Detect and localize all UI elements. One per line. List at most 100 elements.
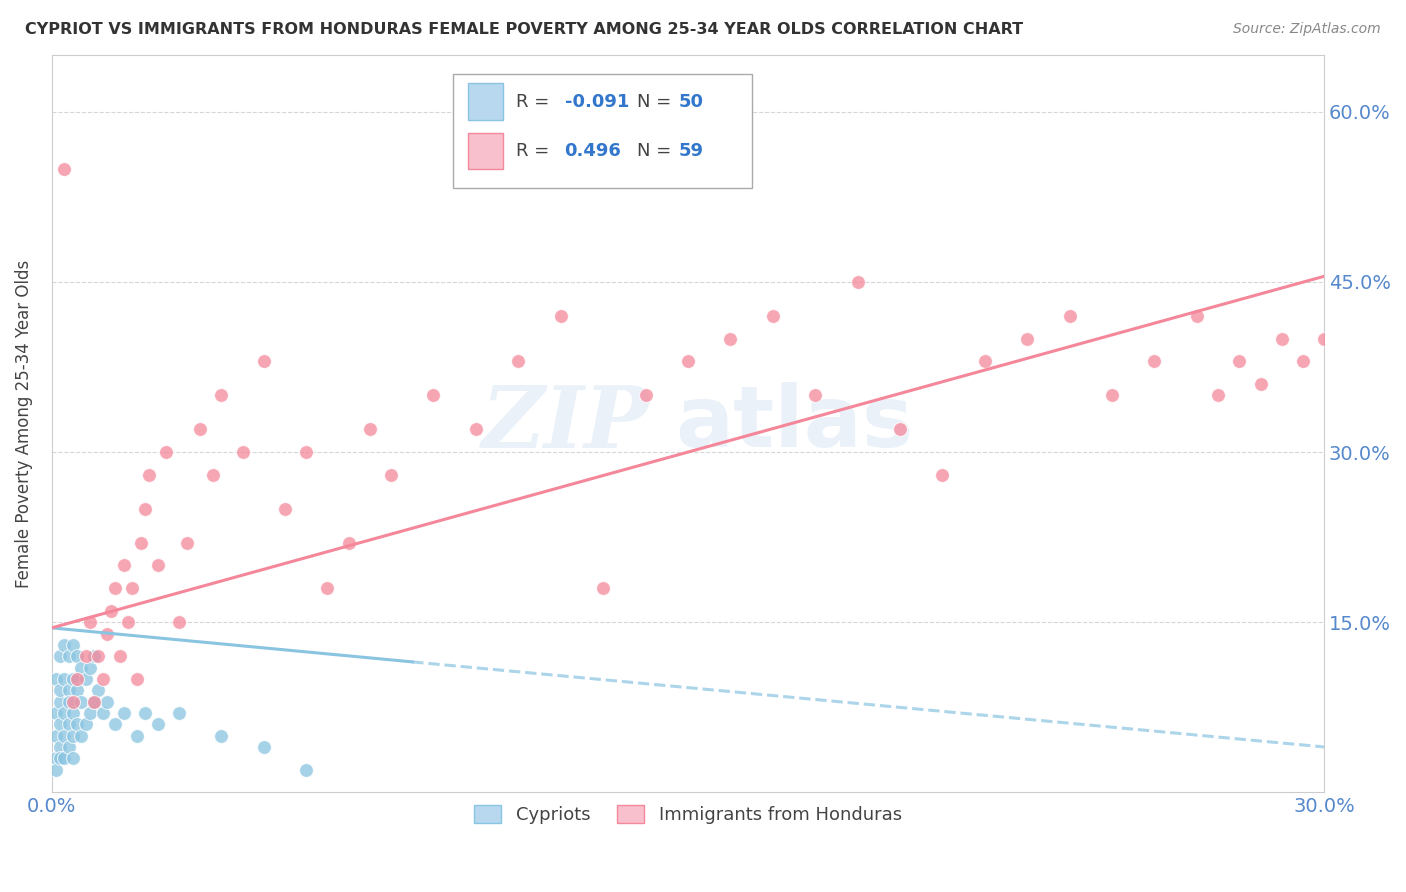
Point <box>846 275 869 289</box>
Point <box>70 695 93 709</box>
Point <box>66 649 89 664</box>
Point <box>75 717 97 731</box>
Point <box>83 695 105 709</box>
Point <box>58 683 80 698</box>
Point <box>1250 377 1272 392</box>
Point <box>464 422 486 436</box>
Point <box>91 706 114 720</box>
Point <box>134 706 156 720</box>
Point <box>104 581 127 595</box>
Point <box>201 467 224 482</box>
Point <box>53 729 76 743</box>
Point <box>676 354 699 368</box>
Legend: Cypriots, Immigrants from Honduras: Cypriots, Immigrants from Honduras <box>467 797 910 831</box>
Point <box>49 695 72 709</box>
Point <box>1059 309 1081 323</box>
Point <box>1017 332 1039 346</box>
Point <box>422 388 444 402</box>
Point <box>550 309 572 323</box>
Point <box>508 354 530 368</box>
Point <box>62 729 84 743</box>
Point <box>53 638 76 652</box>
Point <box>134 501 156 516</box>
Text: R =: R = <box>516 142 555 160</box>
Point <box>274 501 297 516</box>
Point <box>804 388 827 402</box>
Point <box>380 467 402 482</box>
Point <box>58 739 80 754</box>
Point <box>125 672 148 686</box>
Text: -0.091: -0.091 <box>565 93 628 111</box>
Point <box>79 706 101 720</box>
Point <box>295 445 318 459</box>
Point <box>66 683 89 698</box>
Point <box>253 354 276 368</box>
Point <box>146 717 169 731</box>
Point <box>108 649 131 664</box>
Point <box>62 672 84 686</box>
Point <box>1185 309 1208 323</box>
Point <box>112 558 135 573</box>
Point <box>209 729 232 743</box>
Point <box>45 763 67 777</box>
Point <box>87 683 110 698</box>
Point <box>49 649 72 664</box>
Point <box>762 309 785 323</box>
Point <box>96 626 118 640</box>
Point <box>1227 354 1250 368</box>
Point <box>53 751 76 765</box>
Text: 50: 50 <box>679 93 704 111</box>
Point <box>232 445 254 459</box>
Point <box>176 536 198 550</box>
Point <box>58 695 80 709</box>
Point <box>337 536 360 550</box>
Point <box>125 729 148 743</box>
Point <box>117 615 139 630</box>
Point <box>1143 354 1166 368</box>
Text: R =: R = <box>516 93 555 111</box>
Y-axis label: Female Poverty Among 25-34 Year Olds: Female Poverty Among 25-34 Year Olds <box>15 260 32 588</box>
Text: N =: N = <box>637 93 678 111</box>
Point <box>188 422 211 436</box>
Point <box>83 695 105 709</box>
Point <box>53 706 76 720</box>
Point <box>49 683 72 698</box>
Point <box>62 695 84 709</box>
Point <box>45 706 67 720</box>
Point <box>75 649 97 664</box>
Point <box>62 706 84 720</box>
Point <box>49 717 72 731</box>
Point <box>718 332 741 346</box>
Text: N =: N = <box>637 142 678 160</box>
Text: 59: 59 <box>679 142 704 160</box>
Point <box>91 672 114 686</box>
Point <box>83 649 105 664</box>
FancyBboxPatch shape <box>468 133 503 169</box>
Point <box>96 695 118 709</box>
Point <box>70 729 93 743</box>
Point <box>138 467 160 482</box>
Point <box>62 638 84 652</box>
Text: CYPRIOT VS IMMIGRANTS FROM HONDURAS FEMALE POVERTY AMONG 25-34 YEAR OLDS CORRELA: CYPRIOT VS IMMIGRANTS FROM HONDURAS FEMA… <box>25 22 1024 37</box>
Point <box>1271 332 1294 346</box>
Point <box>1292 354 1315 368</box>
Point <box>49 751 72 765</box>
Point <box>66 717 89 731</box>
Point <box>253 739 276 754</box>
Point <box>100 604 122 618</box>
Point <box>121 581 143 595</box>
Point <box>112 706 135 720</box>
Point <box>79 660 101 674</box>
Text: 0.496: 0.496 <box>565 142 621 160</box>
Point <box>49 739 72 754</box>
Point <box>53 672 76 686</box>
Point <box>295 763 318 777</box>
Point <box>58 649 80 664</box>
Point <box>87 649 110 664</box>
Point <box>931 467 953 482</box>
Point <box>66 672 89 686</box>
Point <box>79 615 101 630</box>
Point <box>146 558 169 573</box>
Point <box>889 422 911 436</box>
Point <box>45 672 67 686</box>
